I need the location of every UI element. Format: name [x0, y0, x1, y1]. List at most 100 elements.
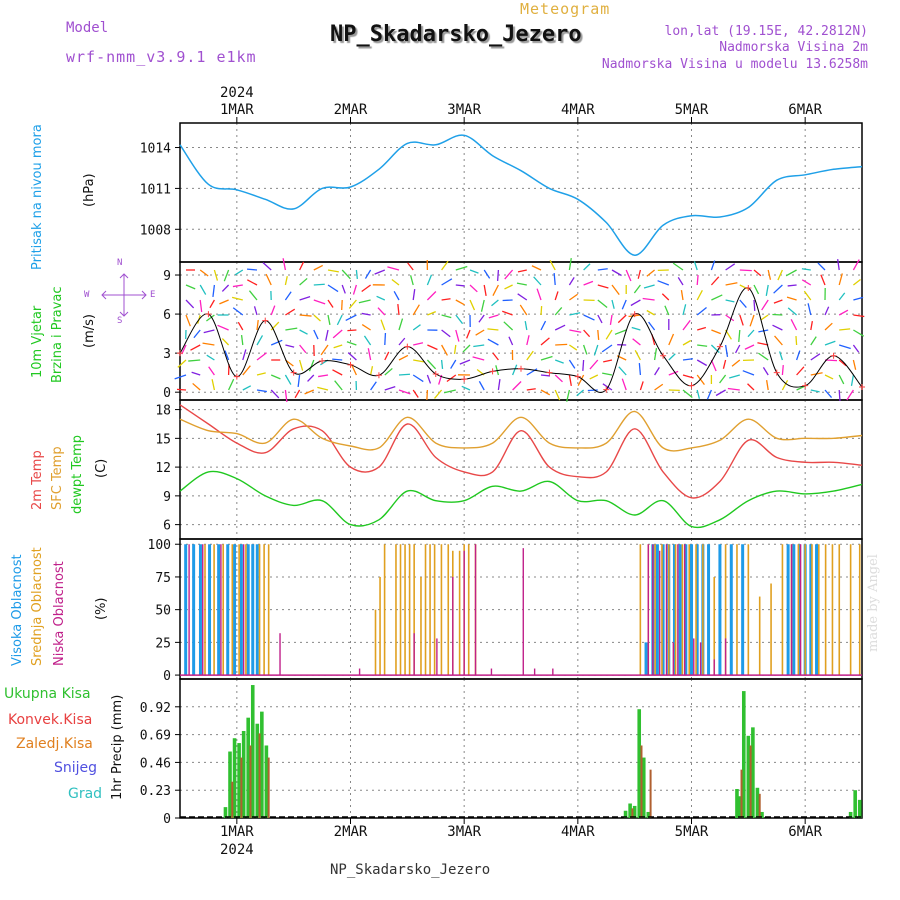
- wind-arrow: [735, 344, 741, 354]
- total-precip-bar: [250, 685, 255, 818]
- wind-arrow: [361, 284, 371, 292]
- wind-arrow: [554, 389, 561, 401]
- wind-arrow: [526, 335, 530, 346]
- panel-frame: [179, 678, 863, 819]
- total-precip-bar: [755, 787, 760, 818]
- conv-precip-bar: [240, 757, 243, 818]
- wind-arrow: [440, 359, 444, 370]
- wind-arrow: [696, 374, 705, 385]
- wind-arrow: [320, 344, 329, 356]
- wind-arrow: [206, 354, 215, 361]
- wind-arrow: [524, 321, 528, 331]
- wind-arrow: [517, 269, 527, 273]
- wind-arrow: [231, 296, 243, 301]
- dewpt-line: [179, 470, 863, 529]
- grad-label: Grad: [68, 786, 103, 802]
- total-precip-bar: [735, 788, 739, 818]
- wind-arrow: [234, 269, 244, 276]
- year-top: 2024: [220, 85, 254, 101]
- wind-gust-mark: [660, 352, 667, 359]
- wind-arrow: [228, 378, 235, 391]
- wind-arrow: [838, 359, 847, 367]
- wind-arrow: [762, 367, 769, 376]
- wind-arrow: [256, 352, 267, 361]
- wind-arrow: [760, 314, 769, 321]
- wind-arrow: [540, 389, 551, 396]
- wind-gust-mark: [688, 382, 695, 389]
- wind-arrow: [491, 299, 499, 307]
- wind-arrows-group: [174, 258, 865, 402]
- wind-arrow: [724, 344, 729, 357]
- wind-arrow: [696, 359, 708, 367]
- total-precip-bar: [232, 738, 237, 818]
- wind-arrow: [282, 258, 287, 271]
- wind-arrow: [502, 299, 513, 302]
- wind-arrow: [377, 307, 386, 316]
- wind-arrow: [332, 329, 343, 339]
- total-precip-bar: [237, 743, 241, 818]
- wind-arrow: [256, 372, 266, 376]
- ytick-label: 0: [163, 812, 171, 827]
- total-precip-label: Ukupna Kisa: [4, 686, 91, 702]
- wind-arrow: [443, 389, 456, 394]
- wind-arrow: [682, 339, 692, 346]
- wind-arrow: [341, 299, 343, 311]
- wind-arrow: [540, 320, 547, 331]
- footer-station: NP_Skadarsko_Jezero: [330, 862, 491, 878]
- wind-arrow: [668, 353, 676, 361]
- wind-arrow: [317, 386, 329, 391]
- date-tick-bottom: 5MAR: [675, 824, 709, 840]
- wind-arrow: [181, 344, 187, 355]
- wind-arrow: [409, 275, 414, 286]
- wind-arrow: [738, 329, 741, 343]
- wind-arrow: [299, 295, 311, 301]
- wind-arrow: [224, 350, 230, 361]
- wind-arrow: [232, 307, 244, 316]
- wind-arrow: [785, 269, 797, 277]
- wind-arrow: [446, 374, 457, 382]
- date-tick-bottom: 1MAR: [220, 824, 254, 840]
- wind-arrow: [696, 306, 707, 316]
- wind-arrow: [838, 292, 846, 301]
- wind-arrow: [496, 269, 500, 282]
- ytick-label: 0: [163, 386, 171, 401]
- wind-arrow: [412, 374, 424, 383]
- wind-arrow: [597, 314, 603, 324]
- wind-arrow: [597, 284, 609, 289]
- wind-arrow: [459, 359, 471, 365]
- wind-arrow: [455, 284, 465, 287]
- total-precip-bar: [260, 711, 264, 818]
- wind-arrow: [455, 329, 460, 342]
- wind-arrow: [299, 314, 312, 317]
- wind-arrow: [648, 321, 656, 331]
- conv-precip-bar: [640, 745, 643, 818]
- wind-arrow: [512, 381, 522, 391]
- wind-arrow: [504, 269, 514, 280]
- wind-arrow: [753, 299, 756, 312]
- total-precip-bar: [228, 751, 232, 818]
- total-precip-bar: [737, 796, 742, 818]
- wind-arrow: [246, 268, 258, 271]
- conv-precip-bar: [740, 769, 743, 818]
- wind-arrow: [838, 374, 845, 385]
- wind-arrow: [412, 389, 419, 398]
- wind-arrow: [376, 295, 386, 301]
- wind-arrow: [637, 269, 642, 279]
- wind-arrow: [221, 284, 230, 292]
- wind-arrow: [336, 314, 343, 326]
- wind-arrow: [327, 284, 339, 293]
- wind-arrow: [706, 389, 712, 400]
- wind-arrow: [568, 359, 576, 369]
- wind-arrow: [853, 296, 864, 301]
- wind-arrow: [554, 307, 563, 316]
- wind-arrow: [668, 370, 679, 376]
- wind-arrow: [549, 259, 556, 271]
- wind-arrow: [725, 282, 738, 286]
- wind-arrow: [654, 367, 660, 376]
- wind-arrow: [803, 290, 812, 301]
- wind-arrow: [772, 324, 783, 331]
- wind-arrow: [185, 299, 195, 309]
- conv-precip-label: Konvek.Kisa: [8, 712, 93, 728]
- wind-arrow: [605, 329, 613, 340]
- wind-arrow: [642, 297, 655, 301]
